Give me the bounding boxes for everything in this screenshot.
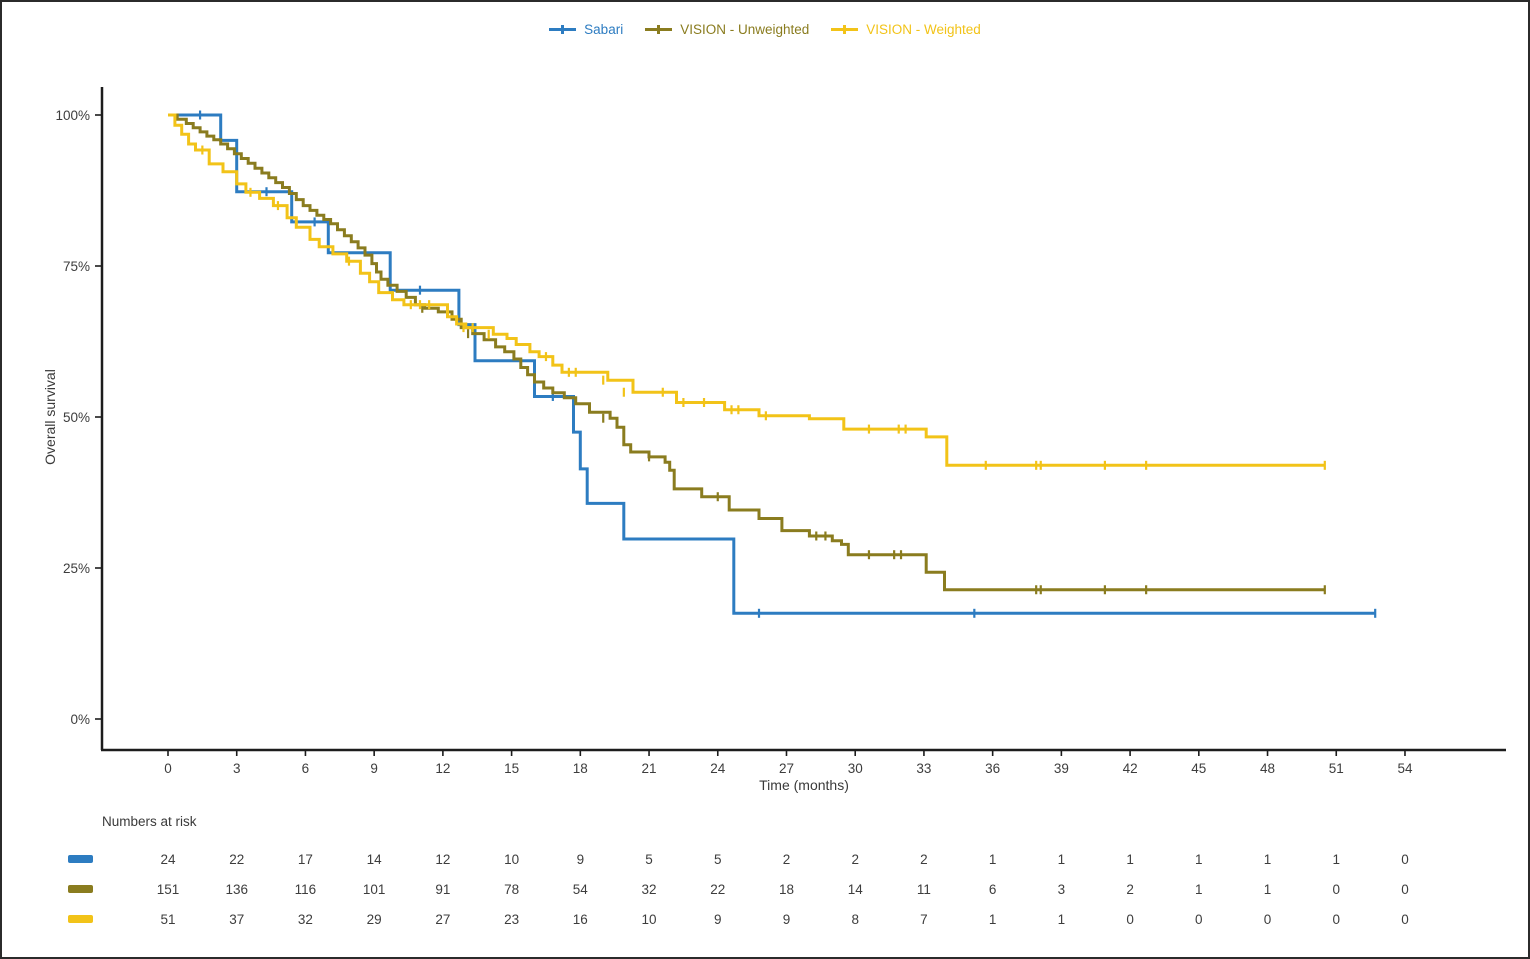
svg-text:25%: 25% — [63, 561, 90, 576]
risk-count: 1 — [1264, 852, 1272, 867]
risk-count: 24 — [160, 852, 176, 867]
risk-count: 16 — [573, 912, 588, 927]
svg-text:21: 21 — [642, 761, 657, 776]
risk-count: 8 — [851, 912, 859, 927]
risk-count: 22 — [710, 882, 725, 897]
risk-count: 14 — [367, 852, 383, 867]
risk-count: 9 — [783, 912, 791, 927]
risk-count: 91 — [435, 882, 450, 897]
legend-line-plus-icon — [549, 25, 577, 34]
svg-text:0%: 0% — [70, 712, 90, 727]
x-axis-title: Time (months) — [759, 777, 849, 793]
risk-count: 101 — [363, 882, 386, 897]
svg-text:0: 0 — [164, 761, 172, 776]
risk-count: 151 — [157, 882, 180, 897]
risk-count: 37 — [229, 912, 244, 927]
risk-count: 7 — [920, 912, 928, 927]
risk-count: 51 — [160, 912, 175, 927]
svg-text:45: 45 — [1191, 761, 1206, 776]
svg-text:50%: 50% — [63, 410, 90, 425]
risk-count: 2 — [1126, 882, 1134, 897]
legend-label: VISION - Unweighted — [680, 22, 810, 37]
svg-text:51: 51 — [1329, 761, 1344, 776]
risk-count: 0 — [1332, 882, 1340, 897]
risk-count: 32 — [298, 912, 313, 927]
legend-line-plus-icon — [831, 25, 859, 34]
risk-count: 11 — [917, 882, 931, 897]
risk-count: 23 — [504, 912, 519, 927]
risk-row-swatch — [68, 885, 93, 893]
svg-text:42: 42 — [1123, 761, 1138, 776]
risk-count: 1 — [989, 912, 997, 927]
risk-row-swatch — [68, 855, 93, 863]
svg-text:39: 39 — [1054, 761, 1069, 776]
risk-count: 2 — [851, 852, 859, 867]
svg-text:24: 24 — [710, 761, 726, 776]
risk-count: 2 — [783, 852, 791, 867]
svg-text:12: 12 — [435, 761, 450, 776]
svg-text:30: 30 — [848, 761, 863, 776]
risk-count: 136 — [225, 882, 248, 897]
risk-count: 5 — [645, 852, 653, 867]
risk-count: 10 — [504, 852, 519, 867]
svg-text:48: 48 — [1260, 761, 1275, 776]
risk-count: 0 — [1332, 912, 1340, 927]
svg-text:75%: 75% — [63, 259, 90, 274]
legend-item-vision-weighted: VISION - Weighted — [831, 22, 981, 37]
risk-count: 32 — [642, 882, 657, 897]
svg-text:27: 27 — [779, 761, 794, 776]
risk-count: 0 — [1126, 912, 1134, 927]
risk-count: 54 — [573, 882, 589, 897]
risk-count: 22 — [229, 852, 244, 867]
risk-count: 12 — [435, 852, 450, 867]
risk-count: 1 — [1264, 882, 1272, 897]
risk-count: 1 — [1058, 852, 1066, 867]
risk-count: 27 — [435, 912, 450, 927]
legend-label: Sabari — [584, 22, 624, 37]
risk-count: 0 — [1401, 912, 1409, 927]
legend-item-vision-unweighted: VISION - Unweighted — [645, 22, 809, 37]
risk-count: 1 — [1195, 852, 1203, 867]
risk-count: 0 — [1264, 912, 1272, 927]
svg-text:33: 33 — [916, 761, 931, 776]
risk-count: 1 — [1058, 912, 1066, 927]
legend: Sabari VISION - Unweighted VISION - Weig… — [2, 22, 1528, 37]
legend-label: VISION - Weighted — [866, 22, 981, 37]
risk-count: 0 — [1401, 882, 1409, 897]
svg-text:100%: 100% — [55, 108, 90, 123]
svg-text:36: 36 — [985, 761, 1000, 776]
risk-count: 10 — [642, 912, 657, 927]
svg-text:3: 3 — [233, 761, 241, 776]
risk-count: 1 — [989, 852, 997, 867]
risk-count: 1 — [1195, 882, 1203, 897]
numbers-at-risk-header: Numbers at risk — [102, 814, 197, 829]
risk-count: 29 — [367, 912, 382, 927]
risk-count: 14 — [848, 882, 864, 897]
legend-item-sabari: Sabari — [549, 22, 623, 37]
svg-text:54: 54 — [1397, 761, 1413, 776]
y-axis-title: Overall survival — [42, 369, 58, 465]
risk-count: 0 — [1195, 912, 1203, 927]
risk-count: 5 — [714, 852, 722, 867]
risk-count: 18 — [779, 882, 794, 897]
risk-row-swatch — [68, 915, 93, 923]
svg-text:15: 15 — [504, 761, 519, 776]
svg-text:18: 18 — [573, 761, 588, 776]
risk-count: 0 — [1401, 852, 1409, 867]
risk-count: 3 — [1058, 882, 1066, 897]
risk-count: 78 — [504, 882, 519, 897]
risk-count: 1 — [1332, 852, 1340, 867]
risk-count: 9 — [577, 852, 585, 867]
svg-text:9: 9 — [370, 761, 378, 776]
svg-text:6: 6 — [302, 761, 310, 776]
risk-count: 6 — [989, 882, 997, 897]
risk-count: 17 — [298, 852, 313, 867]
risk-count: 116 — [295, 882, 317, 897]
risk-count: 9 — [714, 912, 722, 927]
risk-count: 2 — [920, 852, 928, 867]
legend-line-plus-icon — [645, 25, 673, 34]
risk-count: 1 — [1126, 852, 1134, 867]
